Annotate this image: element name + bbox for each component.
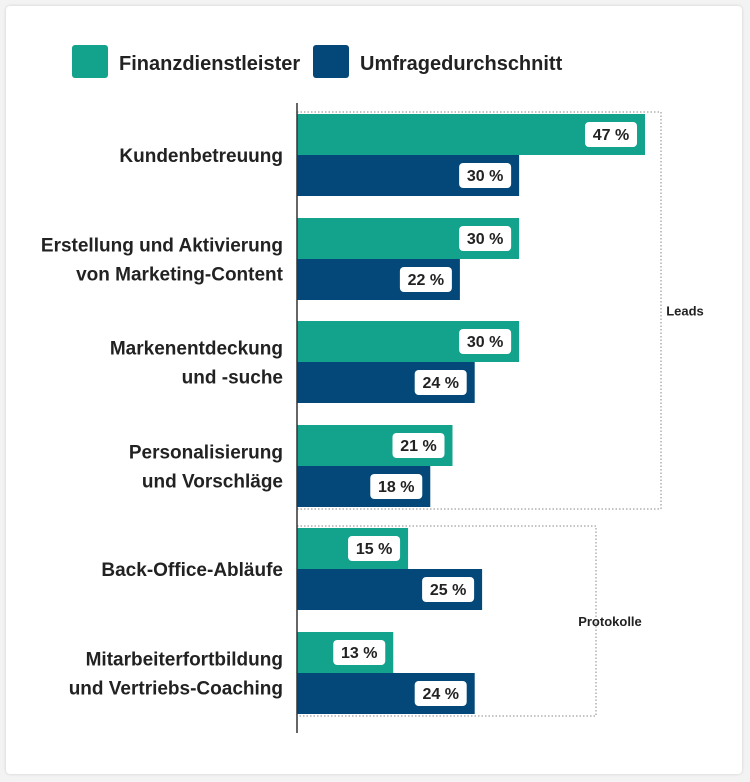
data-label-badge [399,267,452,292]
data-label-badge [370,474,423,499]
bar-chart: Finanzdienstleister Umfragedurchschnitt Le… [41,45,704,733]
data-label: 15 % [356,541,392,558]
data-label: 30 % [467,168,503,185]
group-label-leads: Leads [666,304,704,319]
legend-swatch [72,45,108,78]
category-label: Mitarbeiterfortbildung und Vertriebs-Coac… [69,650,283,700]
data-label: 24 % [422,375,458,392]
data-label: 18 % [378,479,414,496]
category-label: Personalisierung und Vorschläge [129,443,283,493]
data-label: 25 % [430,582,466,599]
group-bracket-leads [297,111,662,510]
category-label: Back-Office-Abläufe [101,560,283,581]
legend-item-finanzdienstleister: Finanzdienstleister [72,45,300,78]
chart-card: Finanzdienstleister Umfragedurchschnitt Le… [6,6,742,774]
data-label-badge [414,681,467,706]
data-label-badge [459,226,512,251]
legend-label: Umfragedurchschnitt [360,53,563,75]
data-label-badge [392,433,445,458]
data-label-badge [422,577,475,602]
legend-swatch [313,45,349,78]
data-label: 24 % [422,686,458,703]
data-label-badge [585,122,637,147]
data-label-badge [348,536,401,561]
data-label-badge [459,329,512,354]
group-bracket-protokolle [297,525,597,717]
data-label: 21 % [400,438,436,455]
data-label: 47 % [593,127,629,144]
category-label: Erstellung und Aktivierung von Marketing-… [41,236,284,286]
data-label: 13 % [341,645,377,662]
data-label: 30 % [467,231,503,248]
category-label: Markenentdeckung und -suche [110,339,283,389]
data-label-badge [414,370,467,395]
data-label-badge [333,640,386,665]
legend-label: Finanzdienstleister [119,53,300,75]
category-label: Kundenbetreuung [119,146,283,167]
data-label: 22 % [408,272,444,289]
data-label-badge [459,163,512,188]
group-label-protokolle: Protokolle [578,614,642,629]
data-label: 30 % [467,334,503,351]
legend-item-umfragedurchschnitt: Umfragedurchschnitt [313,45,563,78]
